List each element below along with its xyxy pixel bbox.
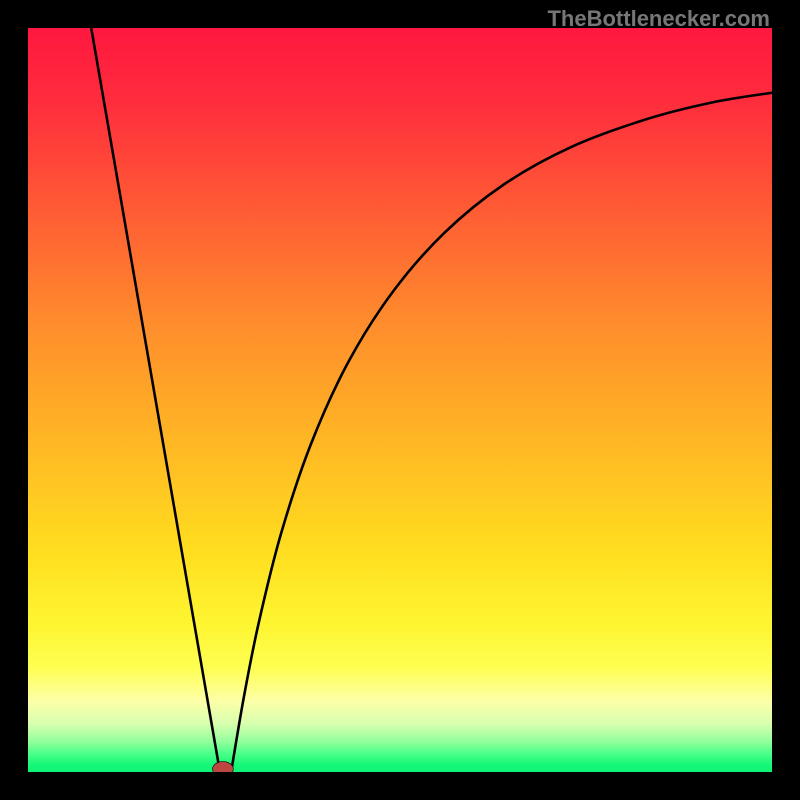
watermark-text: TheBottlenecker.com bbox=[547, 6, 770, 32]
bottleneck-curve bbox=[28, 28, 772, 772]
minimum-marker bbox=[213, 762, 234, 772]
curve-left-branch bbox=[91, 28, 220, 772]
curve-right-branch bbox=[231, 93, 772, 772]
chart-container: TheBottlenecker.com bbox=[0, 0, 800, 800]
plot-area bbox=[28, 28, 772, 772]
